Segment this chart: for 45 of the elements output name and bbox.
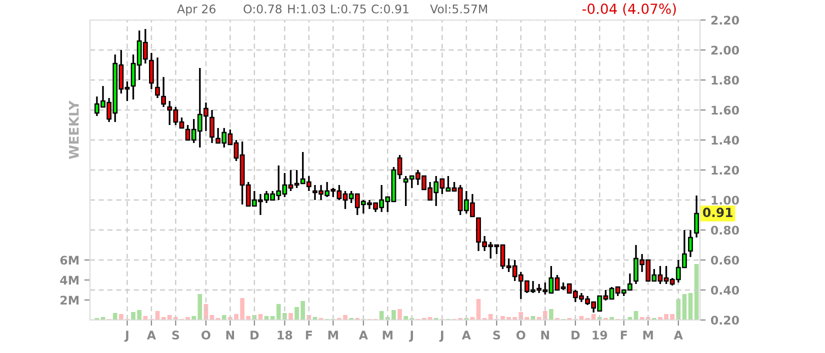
text: Apr 26 [177,4,216,16]
x-tick-label: 19 [592,330,608,340]
x-tick-label: A [146,330,156,340]
y2-tick-label: 2M [60,296,78,304]
x-tick-label: A [462,330,471,340]
x-tick-label: M [643,330,653,340]
x-tick-label: O [202,330,210,340]
y-tick-label: 1.40 [712,136,739,145]
x-tick-label: J [409,330,413,342]
x-tick-label: A [358,330,368,340]
y2-tick-label: 6M [60,256,78,265]
x-tick-label: D [250,330,259,340]
annotation: 0.91 [703,208,732,218]
x-tick-label: S [493,330,500,340]
x-tick-label: D [572,330,580,340]
x-tick-label: S [172,330,180,340]
x-tick-label: O [516,330,526,340]
text: H:1.03 [288,4,326,14]
x-tick-label: F [620,330,627,340]
x-tick-label: N [226,330,234,340]
x-tick-label: A [674,330,683,340]
y-tick-label: 0.80 [710,226,739,235]
text: Vol:5.57M [430,4,487,14]
y-tick-label: 1.00 [712,196,739,205]
y2-tick-label: 4M [60,276,78,284]
y-tick-label: 2.00 [711,46,739,55]
x-tick-label: 18 [278,330,292,340]
x-tick-label: F [306,330,312,340]
y-tick-label: 1.80 [712,76,739,85]
y-tick-label: 0.20 [710,316,739,325]
text: L:0.75 [331,4,366,14]
x-tick-label: M [328,330,338,340]
text: C:0.91 [372,4,408,14]
text: O:0.78 [244,4,282,14]
y-tick-label: 0.60 [710,256,739,265]
text: WEEKLY [69,100,79,159]
y-tick-label: 0.40 [710,286,739,295]
x-tick-label: J [439,330,444,342]
text: -0.04 (4.07%) [582,3,676,16]
x-tick-label: M [382,330,392,340]
x-tick-label: J [124,330,128,342]
y-tick-label: 2.20 [711,16,739,25]
y-tick-label: 1.60 [712,106,739,115]
x-tick-label: N [541,330,549,340]
y-tick-label: 1.20 [712,166,739,175]
